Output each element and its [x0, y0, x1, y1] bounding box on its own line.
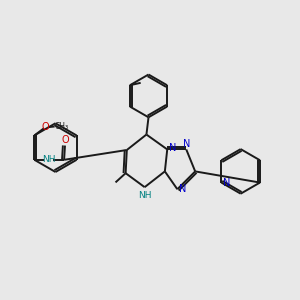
Text: N: N	[169, 143, 176, 153]
Text: N: N	[179, 184, 186, 194]
Text: O: O	[61, 136, 69, 146]
Text: NH: NH	[42, 155, 56, 164]
Text: CH₃: CH₃	[55, 122, 69, 131]
Text: N: N	[183, 139, 190, 149]
Text: NH: NH	[139, 191, 152, 200]
Text: O: O	[42, 122, 50, 132]
Text: N: N	[223, 178, 230, 188]
